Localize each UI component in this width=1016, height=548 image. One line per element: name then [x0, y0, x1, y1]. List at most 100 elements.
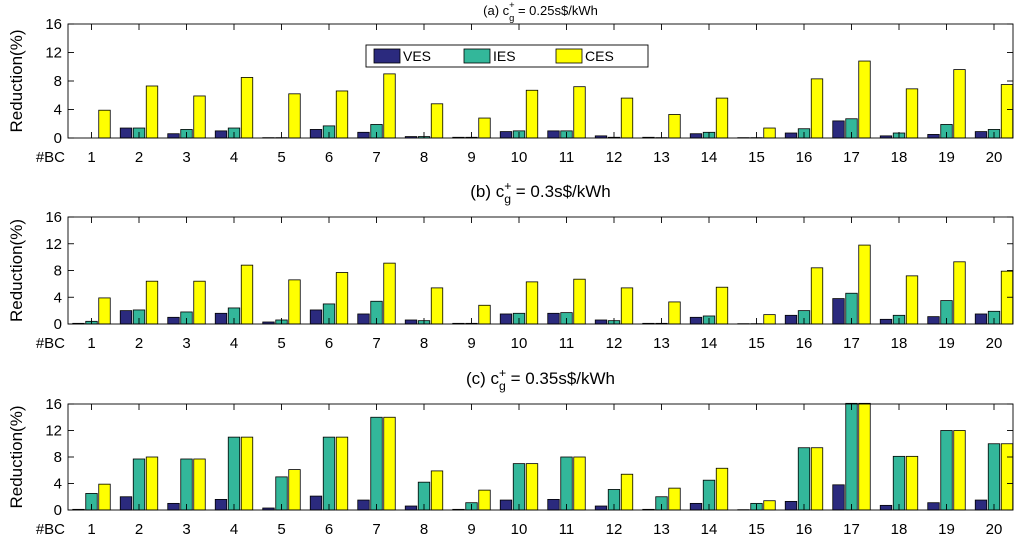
bar-ves-bc4: [214, 312, 228, 325]
x-tick-label: 1: [87, 335, 95, 352]
bar-ces-bc14: [715, 286, 729, 325]
bar-ces-bc14: [715, 97, 729, 139]
bar-ves-bc3: [167, 502, 180, 511]
panel-title-prefix: (c) c: [466, 369, 500, 388]
bar-ces-bc15: [763, 127, 776, 139]
bar-ces-bc14: [715, 467, 729, 511]
x-axis-label: #BC: [36, 149, 65, 166]
bar-ces-bc13: [668, 487, 681, 511]
x-tick-label: 4: [230, 149, 238, 166]
axes-box: [67, 23, 1014, 139]
panel-title-sub: g: [509, 13, 514, 23]
bar-ves-bc4: [214, 498, 228, 511]
x-tick-label: 10: [511, 521, 528, 538]
bar-ces-bc19: [953, 430, 966, 511]
x-tick-label: 16: [796, 521, 813, 538]
x-tick-label: 19: [938, 335, 955, 352]
y-tick-label: 16: [45, 16, 62, 33]
bar-ves-bc16: [784, 314, 798, 325]
panel-title-prefix: (a) c: [483, 3, 510, 18]
bar-ces-bc17: [858, 244, 871, 325]
y-axis-label: Reduction(%): [7, 30, 26, 133]
bar-ces-bc18: [905, 88, 919, 139]
bar-ces-bc10: [525, 463, 539, 511]
x-tick-label: 17: [843, 149, 860, 166]
bar-ces-bc5: [288, 279, 301, 325]
x-axis-label: #BC: [36, 335, 65, 352]
panel-title-prefix: (b) c: [470, 182, 505, 201]
bar-ves-bc17: [832, 298, 845, 325]
bar-ces-bc15: [763, 314, 776, 325]
bar-ces-bc20: [1000, 443, 1014, 511]
bar-ves-bc10: [499, 499, 513, 511]
bar-ves-bc3: [167, 133, 180, 139]
bar-ves-bc12: [594, 319, 608, 325]
bar-ies-bc6: [322, 436, 336, 511]
x-tick-label: 9: [467, 335, 475, 352]
bar-ves-bc7: [357, 499, 370, 511]
panel-title: (b) c+ g = 0.3s$/kWh: [470, 179, 611, 206]
bar-ies-bc20: [987, 443, 1001, 511]
bar-ces-bc4: [240, 436, 254, 511]
bar-ces-bc2: [145, 280, 159, 325]
legend-swatch-ves: [373, 48, 401, 64]
panel-title-suffix: = 0.3s$/kWh: [511, 182, 611, 201]
legend-label-ies: IES: [493, 48, 516, 64]
legend-swatch-ies: [463, 48, 491, 64]
x-tick-label: 15: [748, 149, 765, 166]
bar-ces-bc11: [573, 86, 586, 139]
bar-ces-bc5: [288, 93, 301, 139]
x-tick-label: 15: [748, 521, 765, 538]
x-tick-label: 3: [182, 149, 190, 166]
bar-ces-bc1: [98, 297, 111, 325]
bar-ces-bc7: [383, 262, 396, 325]
x-tick-label: 8: [420, 335, 428, 352]
y-axis-label: Reduction(%): [7, 219, 26, 322]
panel-title-sup: +: [499, 366, 506, 380]
y-tick-label: 0: [54, 502, 62, 519]
legend-label-ces: CES: [585, 48, 614, 64]
bar-ies-bc3: [180, 458, 193, 511]
x-tick-label: 14: [701, 521, 718, 538]
y-tick-label: 0: [54, 316, 62, 333]
bar-ies-bc4: [227, 436, 241, 511]
bar-ces-bc11: [573, 278, 586, 325]
y-tick-label: 12: [45, 423, 62, 440]
x-tick-label: 17: [843, 335, 860, 352]
x-tick-label: 4: [230, 521, 238, 538]
bar-ces-bc3: [193, 95, 206, 139]
x-tick-label: 19: [938, 149, 955, 166]
bar-ces-bc9: [478, 304, 491, 325]
x-tick-label: 10: [511, 335, 528, 352]
y-tick-label: 8: [54, 263, 62, 280]
x-tick-label: 9: [467, 521, 475, 538]
y-tick-label: 4: [54, 476, 62, 493]
x-tick-label: 2: [135, 149, 143, 166]
x-tick-label: 8: [420, 521, 428, 538]
legend-label-ves: VES: [403, 48, 431, 64]
bar-ves-bc10: [499, 131, 513, 139]
bar-ves-bc6: [309, 495, 323, 511]
x-axis-label: #BC: [36, 521, 65, 538]
bar-ves-bc8: [404, 319, 418, 325]
bar-ces-bc6: [335, 272, 349, 325]
x-tick-label: 17: [843, 521, 860, 538]
x-tick-label: 18: [891, 335, 908, 352]
bar-ces-bc15: [763, 500, 776, 511]
bar-ves-bc6: [309, 309, 323, 325]
bar-ces-bc10: [525, 281, 539, 325]
bar-ces-bc9: [478, 117, 491, 139]
x-tick-label: 15: [748, 335, 765, 352]
panel-title: (c) c+ g = 0.35s$/kWh: [466, 366, 615, 393]
y-tick-label: 16: [45, 209, 62, 226]
bar-ces-bc16: [810, 78, 824, 139]
bar-ies-bc7: [370, 416, 383, 511]
bar-ves-bc18: [879, 318, 893, 325]
bar-ces-bc8: [430, 103, 444, 139]
bar-ces-bc8: [430, 287, 444, 325]
legend-swatch-ces: [555, 48, 583, 64]
x-tick-label: 11: [559, 335, 575, 352]
bar-ces-bc20: [1000, 84, 1014, 139]
